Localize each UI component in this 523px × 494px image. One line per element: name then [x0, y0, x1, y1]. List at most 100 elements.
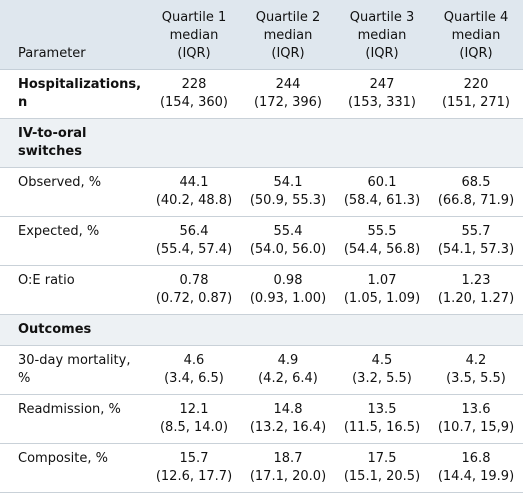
- table-row-hospitalizations: Hospitalizations, n 228 (154, 360) 244 (17…: [0, 69, 523, 119]
- column-header-quartile-2: Quartile 2 median (IQR): [241, 0, 335, 70]
- row-label-line: 30-day mortality,: [18, 353, 131, 368]
- cell-iqr: (151, 271): [441, 95, 511, 110]
- row-label: Observed, %: [0, 167, 147, 217]
- header-line: (IQR): [177, 46, 211, 61]
- table-cell: 247 (153, 331): [335, 69, 429, 119]
- cell-median: 13.6: [461, 402, 491, 417]
- header-line: Quartile 1: [161, 10, 227, 25]
- cell-median: 18.7: [273, 451, 303, 466]
- cell-iqr: (13.2, 16.4): [249, 420, 327, 435]
- table-header-row: Parameter Quartile 1 median (IQR) Quarti…: [0, 0, 523, 70]
- table-cell: 17.5 (15.1, 20.5): [335, 443, 429, 493]
- table-cell: 1.23 (1.20, 1.27): [429, 265, 523, 315]
- table-cell: 18.7 (17.1, 20.0): [241, 443, 335, 493]
- cell-iqr: (66.8, 71.9): [437, 193, 515, 208]
- cell-median: 14.8: [273, 402, 303, 417]
- table-cell: 13.6 (10.7, 15,9): [429, 394, 523, 444]
- row-label-line: %: [18, 371, 31, 386]
- cell-median: 55.4: [273, 224, 303, 239]
- cell-iqr: (3.2, 5.5): [352, 371, 412, 386]
- table-row-readmission: Readmission, % 12.1 (8.5, 14.0) 14.8 (13.2…: [0, 394, 523, 444]
- table-cell: 0.98 (0.93, 1.00): [241, 265, 335, 315]
- section-row-switches: IV-to-oral switches: [0, 118, 523, 168]
- row-label-line: Hospitalizations,: [18, 77, 142, 92]
- table-cell: 44.1 (40.2, 48.8): [147, 167, 241, 217]
- column-header-quartile-1: Quartile 1 median (IQR): [147, 0, 241, 70]
- cell-median: 54.1: [273, 175, 303, 190]
- table-cell: 12.1 (8.5, 14.0): [147, 394, 241, 444]
- cell-iqr: (54.1, 57.3): [437, 242, 515, 257]
- cell-median: 0.78: [179, 273, 209, 288]
- column-header-parameter: Parameter: [0, 0, 147, 70]
- cell-median: 244: [275, 77, 301, 92]
- cell-iqr: (55.4, 57.4): [155, 242, 233, 257]
- table-row-mortality: 30-day mortality, % 4.6 (3.4, 6.5) 4.9 (4.…: [0, 345, 523, 395]
- cell-iqr: (1.05, 1.09): [343, 291, 421, 306]
- cell-iqr: (172, 396): [253, 95, 323, 110]
- cell-median: 68.5: [461, 175, 491, 190]
- cell-iqr: (40.2, 48.8): [155, 193, 233, 208]
- row-label: Readmission, %: [0, 394, 147, 444]
- cell-median: 55.5: [367, 224, 397, 239]
- cell-median: 16.8: [461, 451, 491, 466]
- table-row-oe-ratio: O:E ratio 0.78 (0.72, 0.87) 0.98 (0.93, 1.…: [0, 265, 523, 315]
- cell-median: 4.2: [465, 353, 487, 368]
- table-cell: 4.9 (4.2, 6.4): [241, 345, 335, 395]
- column-header-quartile-4: Quartile 4 median (IQR): [429, 0, 523, 70]
- table-cell: 56.4 (55.4, 57.4): [147, 216, 241, 266]
- table-cell: 4.2 (3.5, 5.5): [429, 345, 523, 395]
- row-label: Hospitalizations, n: [0, 69, 147, 119]
- cell-median: 17.5: [367, 451, 397, 466]
- cell-iqr: (15.1, 20.5): [343, 469, 421, 484]
- cell-iqr: (0.72, 0.87): [155, 291, 233, 306]
- table-cell: 16.8 (14.4, 19.9): [429, 443, 523, 493]
- cell-iqr: (4.2, 6.4): [258, 371, 318, 386]
- cell-median: 15.7: [179, 451, 209, 466]
- table-cell: 55.4 (54.0, 56.0): [241, 216, 335, 266]
- cell-median: 44.1: [179, 175, 209, 190]
- table-cell: 14.8 (13.2, 16.4): [241, 394, 335, 444]
- cell-median: 55.7: [461, 224, 491, 239]
- header-line: Quartile 2: [255, 10, 321, 25]
- cell-iqr: (12.6, 17.7): [155, 469, 233, 484]
- cell-median: 0.98: [273, 273, 303, 288]
- header-line: median: [169, 28, 219, 43]
- cell-iqr: (54.0, 56.0): [249, 242, 327, 257]
- cell-iqr: (58.4, 61.3): [343, 193, 421, 208]
- cell-median: 1.07: [367, 273, 397, 288]
- cell-median: 4.6: [183, 353, 205, 368]
- table-cell: 228 (154, 360): [147, 69, 241, 119]
- table-row-observed: Observed, % 44.1 (40.2, 48.8) 54.1 (50.9, …: [0, 167, 523, 217]
- cell-iqr: (0.93, 1.00): [249, 291, 327, 306]
- table-cell: 68.5 (66.8, 71.9): [429, 167, 523, 217]
- row-label: Composite, %: [0, 443, 147, 493]
- table-cell: 15.7 (12.6, 17.7): [147, 443, 241, 493]
- row-label: O:E ratio: [0, 265, 147, 315]
- table-cell: 1.07 (1.05, 1.09): [335, 265, 429, 315]
- header-line: Quartile 3: [349, 10, 415, 25]
- column-header-quartile-3: Quartile 3 median (IQR): [335, 0, 429, 70]
- cell-iqr: (14.4, 19.9): [437, 469, 515, 484]
- cell-median: 56.4: [179, 224, 209, 239]
- cell-median: 1.23: [461, 273, 491, 288]
- cell-iqr: (10.7, 15,9): [437, 420, 515, 435]
- cell-iqr: (1.20, 1.27): [437, 291, 515, 306]
- cell-median: 60.1: [367, 175, 397, 190]
- table-cell: 55.7 (54.1, 57.3): [429, 216, 523, 266]
- cell-median: 13.5: [367, 402, 397, 417]
- cell-iqr: (11.5, 16.5): [343, 420, 421, 435]
- table-cell: 220 (151, 271): [429, 69, 523, 119]
- header-line: median: [357, 28, 407, 43]
- table-cell: 54.1 (50.9, 55.3): [241, 167, 335, 217]
- cell-median: 12.1: [179, 402, 209, 417]
- cell-median: 4.9: [277, 353, 299, 368]
- table-cell: 55.5 (54.4, 56.8): [335, 216, 429, 266]
- cell-iqr: (8.5, 14.0): [159, 420, 229, 435]
- table-row-composite: Composite, % 15.7 (12.6, 17.7) 18.7 (17.1,…: [0, 443, 523, 493]
- table-cell: 244 (172, 396): [241, 69, 335, 119]
- table-cell: 13.5 (11.5, 16.5): [335, 394, 429, 444]
- cell-iqr: (50.9, 55.3): [249, 193, 327, 208]
- cell-median: 220: [463, 77, 489, 92]
- row-label: 30-day mortality, %: [0, 345, 147, 395]
